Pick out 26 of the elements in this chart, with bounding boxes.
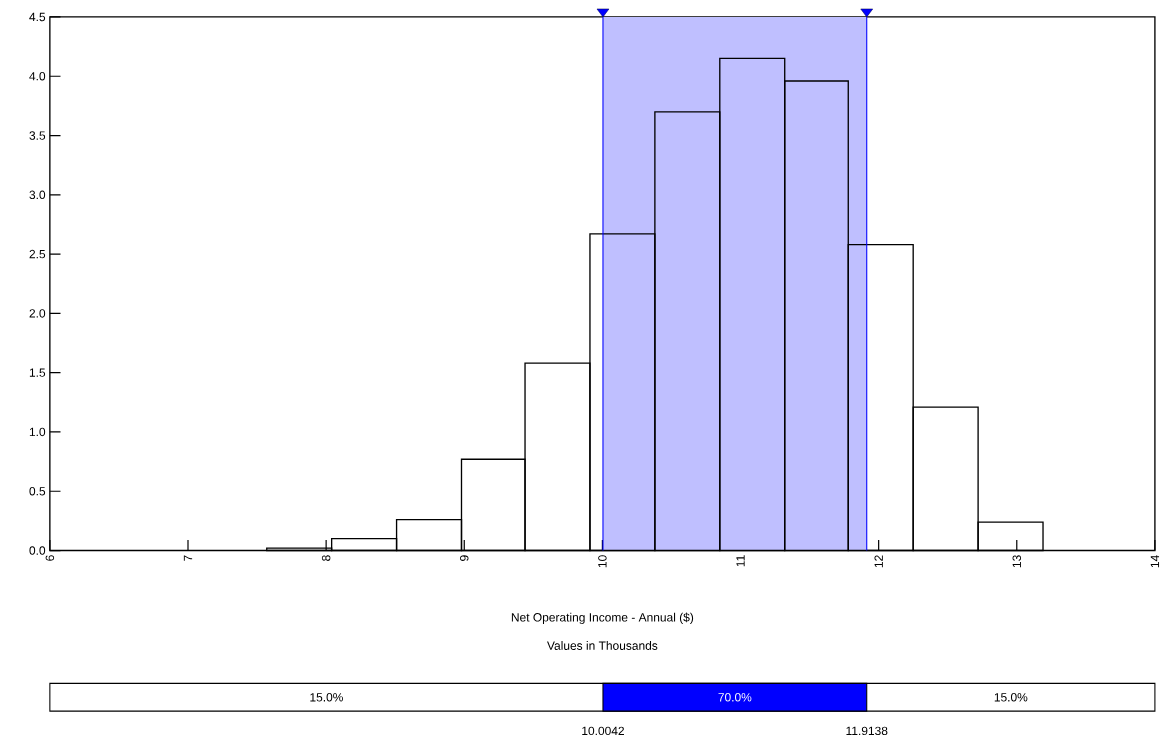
x-tick-label: 6 [45, 555, 55, 561]
y-tick-label: 2.0 [29, 309, 46, 318]
y-tick-label: 0.5 [29, 487, 46, 496]
y-tick-label: 1.0 [29, 427, 46, 437]
text: 15.0% [310, 693, 343, 702]
text: 70.0% [718, 693, 752, 702]
x-tick-label: 7 [183, 555, 193, 561]
y-tick-label: 1.5 [29, 368, 46, 377]
x-tick-label: 13 [1012, 555, 1022, 568]
text: 10.0042 [582, 726, 624, 736]
x-tick-label: 14 [1150, 555, 1160, 568]
x-tick-label: 10 [598, 555, 607, 568]
x-tick-label: 12 [874, 555, 883, 568]
x-tick-label: 11 [736, 555, 745, 567]
y-tick-label: 3.5 [29, 131, 46, 140]
text: 15.0% [994, 693, 1028, 702]
y-tick-label: 3.0 [29, 190, 46, 200]
y-tick-label: 4.5 [29, 12, 46, 22]
x-tick-label: 9 [460, 555, 469, 561]
text: 11.9138 [846, 726, 888, 736]
x-axis-title: Net Operating Income - Annual ($) [511, 612, 694, 624]
y-tick-label: 4.0 [29, 72, 46, 81]
y-tick-label: 2.5 [29, 249, 46, 259]
y-tick-label: 0.0 [29, 546, 46, 555]
x-tick-label: 8 [321, 555, 331, 561]
text: Values in Thousands [547, 641, 658, 650]
